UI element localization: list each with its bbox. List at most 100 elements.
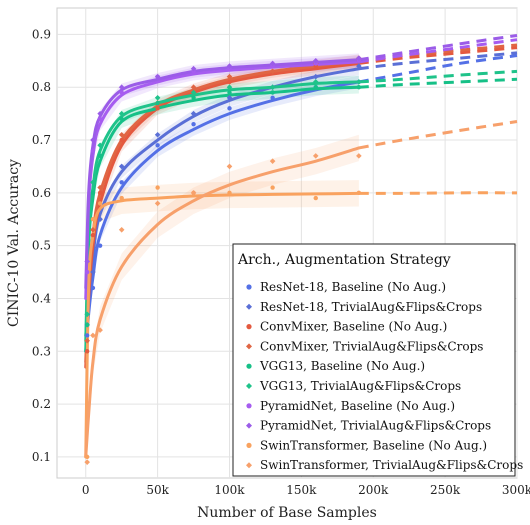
data-point-vgg13-baseline-no-aug [313,85,318,90]
legend-marker-swintransformer-trivialaug-flips-crops [246,462,252,469]
data-point-vgg13-trivialaug-flips-crops [154,94,161,101]
legend-entry-resnet-18-trivialaug-flips-crops: ResNet-18, TrivialAug&Flips&Crops [260,300,482,314]
legend-entry-pyramidnet-trivialaug-flips-crops: PyramidNet, TrivialAug&Flips&Crops [260,419,491,433]
legend-entry-swintransformer-baseline-no-aug: SwinTransformer, Baseline (No Aug.) [260,438,487,452]
data-point-vgg13-baseline-no-aug [270,90,275,95]
data-point-swintransformer-baseline-no-aug [313,195,318,201]
data-point-resnet-18-baseline-no-aug [155,143,160,148]
data-point-resnet-18-trivialaug-flips-crops [226,94,233,101]
data-point-swintransformer-trivialaug-flips-crops [356,153,362,159]
legend-marker-resnet-18-baseline-no-aug [246,284,252,290]
data-point-convmixer-baseline-no-aug [227,79,232,85]
data-point-pyramidnet-baseline-no-aug [97,116,103,122]
data-point-swintransformer-baseline-no-aug [227,190,232,196]
legend-marker-vgg13-trivialaug-flips-crops [246,383,252,389]
data-point-swintransformer-baseline-no-aug [90,217,96,222]
data-point-vgg13-trivialaug-flips-crops [97,142,103,149]
data-point-convmixer-baseline-no-aug [84,349,90,354]
legend-marker-convmixer-baseline-no-aug [246,324,252,330]
data-point-pyramidnet-trivialaug-flips-crops [90,137,96,143]
data-point-resnet-18-baseline-no-aug [84,333,90,338]
y-tick-label: 0.4 [32,291,51,305]
data-point-vgg13-baseline-no-aug [97,153,103,159]
data-point-vgg13-baseline-no-aug [90,190,96,196]
data-point-vgg13-trivialaug-flips-crops [118,110,125,117]
legend-entry-pyramidnet-baseline-no-aug: PyramidNet, Baseline (No Aug.) [260,399,455,413]
legend-marker-convmixer-trivialaug-flips-crops [246,343,252,350]
x-tick-label: 300k [502,483,530,497]
x-tick-label: 50k [146,483,169,497]
y-tick-label: 0.3 [32,344,51,358]
fit-line-swintransformer-baseline-no-aug [84,191,361,459]
data-point-convmixer-baseline-no-aug [119,137,124,143]
data-point-swintransformer-trivialaug-flips-crops [118,226,125,233]
data-point-resnet-18-baseline-no-aug [97,243,103,248]
data-point-vgg13-baseline-no-aug [155,100,160,106]
fit-line-vgg13-trivialaug-flips-crops [84,80,361,343]
data-point-swintransformer-trivialaug-flips-crops [154,200,161,207]
x-tick-label: 100k [214,483,245,497]
data-point-pyramidnet-trivialaug-flips-crops [269,60,276,67]
data-point-pyramidnet-trivialaug-flips-crops [84,258,90,265]
data-point-vgg13-baseline-no-aug [119,116,124,122]
data-point-swintransformer-trivialaug-flips-crops [97,327,103,333]
data-point-resnet-18-trivialaug-flips-crops [90,269,96,275]
data-point-swintransformer-trivialaug-flips-crops [84,459,90,465]
data-point-pyramidnet-baseline-no-aug [84,269,90,275]
y-tick-label: 0.1 [32,450,51,464]
data-point-pyramidnet-baseline-no-aug [119,90,124,95]
data-point-convmixer-trivialaug-flips-crops [190,84,197,91]
data-point-convmixer-baseline-no-aug [97,190,103,196]
data-point-pyramidnet-trivialaug-flips-crops [154,73,161,80]
data-point-vgg13-baseline-no-aug [191,95,196,100]
data-point-convmixer-trivialaug-flips-crops [118,131,125,138]
legend-box [232,243,516,477]
data-point-vgg13-trivialaug-flips-crops [312,79,319,85]
fit-extrapolation-resnet-18-baseline-no-aug [358,54,518,84]
data-point-resnet-18-trivialaug-flips-crops [118,163,125,170]
data-point-vgg13-trivialaug-flips-crops [84,311,90,318]
data-point-swintransformer-baseline-no-aug [270,185,275,190]
fit-extrapolation-resnet-18-trivialaug-flips-crops [358,51,518,71]
y-tick-label: 0.8 [32,80,51,94]
data-point-pyramidnet-trivialaug-flips-crops [226,63,233,69]
legend-entry-vgg13-baseline-no-aug: VGG13, Baseline (No Aug.) [259,359,425,373]
data-point-pyramidnet-trivialaug-flips-crops [312,58,319,64]
legend-title: Arch., Augmentation Strategy [237,252,451,268]
legend-marker-pyramidnet-trivialaug-flips-crops [246,422,252,429]
data-point-vgg13-trivialaug-flips-crops [269,84,276,91]
data-point-vgg13-trivialaug-flips-crops [190,89,197,96]
data-point-swintransformer-trivialaug-flips-crops [190,190,197,196]
legend-entry-swintransformer-trivialaug-flips-crops: SwinTransformer, TrivialAug&Flips&Crops [260,458,523,472]
legend-marker-pyramidnet-baseline-no-aug [246,403,252,409]
legend: Arch., Augmentation Strategy ResNet-18, B… [232,243,523,477]
y-tick-label: 0.9 [32,27,51,41]
band-swintransformer-baseline-no-aug [85,180,359,471]
y-tick-label: 0.2 [32,397,51,411]
fit-line-swintransformer-trivialaug-flips-crops [84,146,361,459]
legend-entry-vgg13-trivialaug-flips-crops: VGG13, TrivialAug&Flips&Crops [259,379,461,393]
y-tick-label: 0.6 [32,186,51,200]
legend-entry-resnet-18-baseline-no-aug: ResNet-18, Baseline (No Aug.) [260,280,446,294]
x-tick-label: 0 [82,483,90,497]
data-point-convmixer-baseline-no-aug [155,106,160,111]
data-point-swintransformer-trivialaug-flips-crops [312,153,319,159]
fit-extrapolation-convmixer-baseline-no-aug [358,46,518,65]
fit-extrapolation-swintransformer-baseline-no-aug [358,191,518,195]
x-axis-label: Number of Base Samples [197,505,377,521]
data-point-resnet-18-baseline-no-aug [270,95,275,100]
y-tick-label: 0.7 [32,133,51,147]
fit-extrapolation-pyramidnet-baseline-no-aug [358,38,518,64]
data-point-vgg13-trivialaug-flips-crops [356,79,362,85]
y-axis-label: CINIC-10 Val. Accuracy [6,159,22,327]
data-point-pyramidnet-trivialaug-flips-crops [118,84,125,91]
data-point-resnet-18-baseline-no-aug [191,121,196,127]
data-point-pyramidnet-trivialaug-flips-crops [190,65,197,72]
data-point-resnet-18-baseline-no-aug [90,285,96,291]
band-swintransformer-trivialaug-flips-crops [85,134,359,471]
data-point-pyramidnet-trivialaug-flips-crops [356,55,362,61]
data-point-vgg13-baseline-no-aug [84,322,90,328]
data-point-vgg13-trivialaug-flips-crops [90,179,96,186]
